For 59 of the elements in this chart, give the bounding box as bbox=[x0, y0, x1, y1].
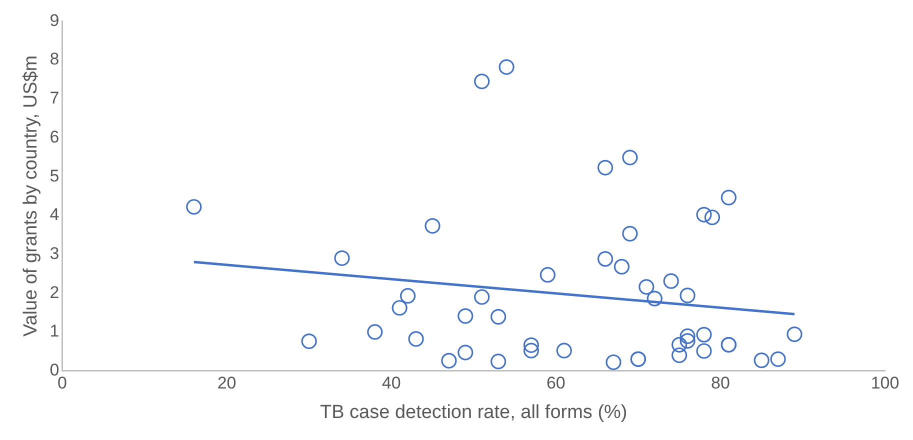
point bbox=[490, 354, 506, 370]
x-tick-label: 20 bbox=[217, 374, 236, 393]
point bbox=[680, 333, 696, 349]
point bbox=[663, 273, 679, 289]
point bbox=[458, 344, 474, 360]
point bbox=[638, 279, 654, 295]
point bbox=[424, 218, 440, 234]
point bbox=[301, 333, 317, 350]
point bbox=[523, 337, 540, 353]
x-tick-label: 40 bbox=[382, 374, 401, 393]
point bbox=[334, 250, 350, 266]
point bbox=[672, 336, 688, 353]
point bbox=[672, 347, 688, 364]
point bbox=[367, 324, 383, 340]
point bbox=[498, 59, 514, 75]
point bbox=[622, 226, 638, 242]
point bbox=[622, 150, 638, 166]
point bbox=[680, 288, 696, 304]
y-tick-label: 0 bbox=[50, 360, 60, 380]
x-axis-title: TB case detection rate, all forms (%) bbox=[320, 402, 628, 423]
y-tick-label: 7 bbox=[50, 88, 60, 108]
x-tick-label: 80 bbox=[710, 374, 730, 393]
point bbox=[597, 160, 614, 176]
point bbox=[556, 342, 572, 358]
point bbox=[474, 289, 490, 305]
point bbox=[680, 328, 696, 344]
point bbox=[754, 352, 770, 368]
y-tick-label: 5 bbox=[50, 166, 60, 186]
point bbox=[441, 352, 457, 368]
point bbox=[186, 199, 202, 215]
point bbox=[786, 326, 802, 342]
point bbox=[392, 300, 408, 316]
y-tick-label: 3 bbox=[50, 244, 60, 263]
point bbox=[400, 288, 416, 304]
y-tick-label: 1 bbox=[50, 322, 60, 341]
point bbox=[614, 258, 630, 274]
point bbox=[490, 309, 506, 325]
point bbox=[770, 351, 786, 367]
y-tick-label: 4 bbox=[50, 205, 60, 224]
point bbox=[696, 206, 712, 222]
y-tick-label: 9 bbox=[50, 10, 60, 30]
x-tick-label: 60 bbox=[546, 374, 566, 393]
point bbox=[474, 74, 490, 90]
point bbox=[606, 354, 622, 370]
point bbox=[597, 251, 614, 267]
point bbox=[408, 331, 424, 347]
point bbox=[696, 326, 712, 342]
y-tick-label: 8 bbox=[50, 50, 60, 69]
point bbox=[696, 343, 712, 359]
point bbox=[646, 290, 662, 306]
y-tick-label: 6 bbox=[50, 127, 60, 146]
y-axis-title: Value of grants by country, US$m bbox=[20, 55, 42, 337]
x-tick-label: 100 bbox=[870, 374, 900, 393]
point bbox=[720, 190, 736, 206]
point bbox=[458, 308, 474, 324]
point bbox=[540, 267, 556, 283]
y-tick-label: 2 bbox=[50, 282, 60, 302]
point bbox=[704, 210, 720, 226]
point bbox=[523, 342, 540, 358]
